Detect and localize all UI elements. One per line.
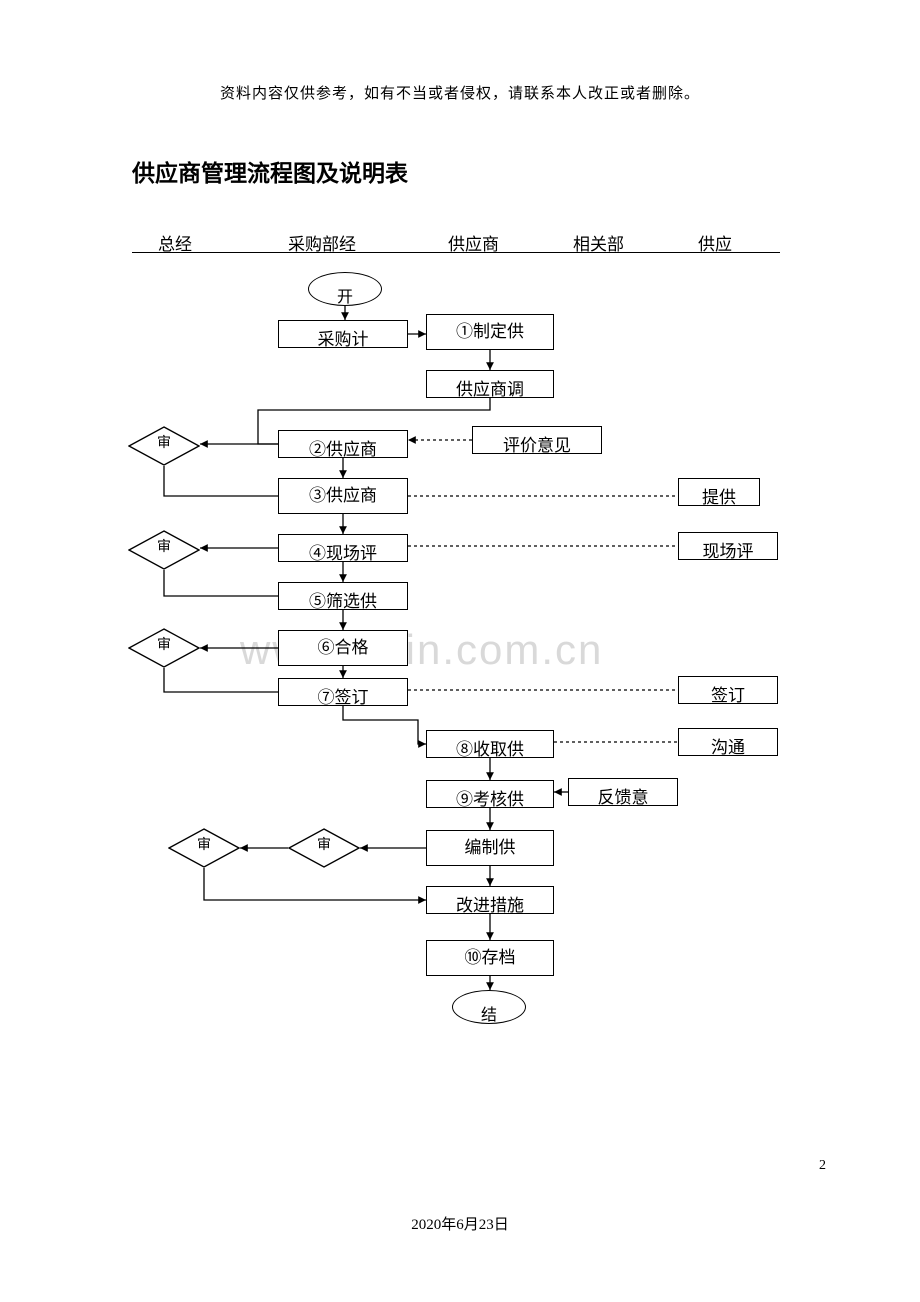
flow-process: ⑧收取供 <box>426 730 554 758</box>
flow-terminator: 开 <box>308 272 382 306</box>
flow-process: ⑦签订 <box>278 678 408 706</box>
node-label: 改进措施 <box>456 897 524 914</box>
node-label: 沟通 <box>711 739 745 756</box>
flow-decision: 审 <box>128 530 200 570</box>
node-label: 反馈意 <box>598 789 649 806</box>
node-label: 审 <box>128 536 200 556</box>
flow-process: 供应商调 <box>426 370 554 398</box>
node-label: ⑨考核供 <box>456 791 524 808</box>
header-note: 资料内容仅供参考，如有不当或者侵权，请联系本人改正或者删除。 <box>0 82 920 103</box>
node-label: ⑦签订 <box>318 689 369 706</box>
node-label: 供应商调 <box>456 381 524 398</box>
flowchart: 总经采购部经供应商相关部供应开采购计①制定供供应商调审②供应商评价意见③供应商提… <box>128 230 808 1090</box>
flow-process: ②供应商 <box>278 430 408 458</box>
flow-process: 评价意见 <box>472 426 602 454</box>
flow-process: 签订 <box>678 676 778 704</box>
flow-process: ①制定供 <box>426 314 554 350</box>
node-label: ③供应商 <box>309 487 377 506</box>
flow-decision: 审 <box>128 426 200 466</box>
flow-process: 沟通 <box>678 728 778 756</box>
node-label: 签订 <box>711 687 745 704</box>
node-label: 审 <box>288 834 360 854</box>
node-label: ⑩存档 <box>465 949 516 968</box>
flow-process: 编制供 <box>426 830 554 866</box>
flow-decision: 审 <box>288 828 360 868</box>
flow-process: ⑨考核供 <box>426 780 554 808</box>
node-label: 开 <box>337 283 353 306</box>
flow-process: 现场评 <box>678 532 778 560</box>
footer-date: 2020年6月23日 <box>0 1213 920 1234</box>
node-label: ④现场评 <box>309 545 377 562</box>
flow-terminator: 结 <box>452 990 526 1024</box>
node-label: ⑥合格 <box>318 639 369 658</box>
node-label: 审 <box>168 834 240 854</box>
flow-process: 改进措施 <box>426 886 554 914</box>
node-label: 审 <box>128 432 200 452</box>
node-label: 结 <box>481 1001 497 1024</box>
document-page: 资料内容仅供参考，如有不当或者侵权，请联系本人改正或者删除。 供应商管理流程图及… <box>0 0 920 1302</box>
page-number: 2 <box>819 1158 826 1174</box>
flow-process: 提供 <box>678 478 760 506</box>
node-label: 提供 <box>702 489 736 506</box>
flow-decision: 审 <box>168 828 240 868</box>
lane-underline <box>132 252 780 253</box>
flow-process: 采购计 <box>278 320 408 348</box>
node-label: 采购计 <box>318 331 369 348</box>
flow-process: ④现场评 <box>278 534 408 562</box>
flow-process: 反馈意 <box>568 778 678 806</box>
flow-process: ⑤筛选供 <box>278 582 408 610</box>
flow-process: ⑥合格 <box>278 630 408 666</box>
node-label: ①制定供 <box>456 323 524 342</box>
node-label: 审 <box>128 634 200 654</box>
node-label: 现场评 <box>703 543 754 560</box>
node-label: ⑧收取供 <box>456 741 524 758</box>
flow-process: ⑩存档 <box>426 940 554 976</box>
node-label: ②供应商 <box>309 441 377 458</box>
doc-title: 供应商管理流程图及说明表 <box>132 154 408 188</box>
node-label: 编制供 <box>465 839 516 858</box>
node-label: ⑤筛选供 <box>309 593 377 610</box>
flow-process: ③供应商 <box>278 478 408 514</box>
flow-decision: 审 <box>128 628 200 668</box>
node-label: 评价意见 <box>503 437 571 454</box>
